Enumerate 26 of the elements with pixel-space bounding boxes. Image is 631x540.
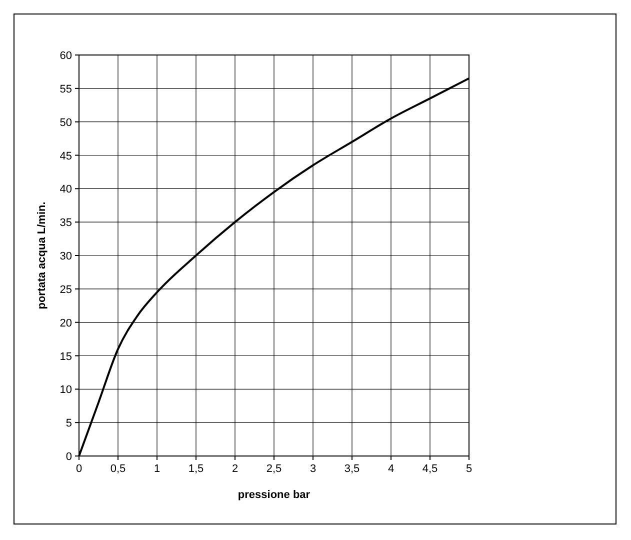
x-axis-title: pressione bar bbox=[238, 489, 311, 501]
y-tick-label: 55 bbox=[60, 83, 72, 96]
y-tick-label: 10 bbox=[60, 384, 72, 396]
x-tick-label: 0 bbox=[76, 463, 82, 475]
x-tick-label: 0,5 bbox=[110, 463, 126, 475]
x-tick-label: 5 bbox=[466, 463, 472, 475]
y-tick-label: 45 bbox=[60, 150, 72, 162]
y-tick-label: 25 bbox=[60, 284, 72, 296]
x-tick-label: 4 bbox=[388, 463, 394, 475]
x-tick-label: 1,5 bbox=[188, 463, 204, 475]
y-tick-label: 0 bbox=[66, 451, 72, 463]
x-tick-label: 3,5 bbox=[344, 463, 360, 475]
y-tick-label: 35 bbox=[60, 217, 72, 230]
x-tick-label: 4,5 bbox=[422, 463, 438, 475]
y-axis-title: portata acqua L/min. bbox=[36, 202, 48, 310]
y-tick-label: 50 bbox=[60, 116, 72, 129]
x-tick-label: 3 bbox=[310, 463, 316, 475]
y-tick-label: 15 bbox=[60, 350, 72, 363]
y-tick-label: 5 bbox=[66, 418, 72, 430]
x-tick-label: 2 bbox=[232, 463, 238, 475]
x-tick-label: 1 bbox=[154, 463, 160, 475]
y-tick-label: 20 bbox=[60, 317, 72, 330]
x-tick-label: 2,5 bbox=[266, 463, 282, 475]
y-tick-label: 30 bbox=[60, 250, 72, 262]
y-tick-label: 60 bbox=[60, 50, 72, 62]
y-tick-label: 40 bbox=[60, 184, 72, 196]
